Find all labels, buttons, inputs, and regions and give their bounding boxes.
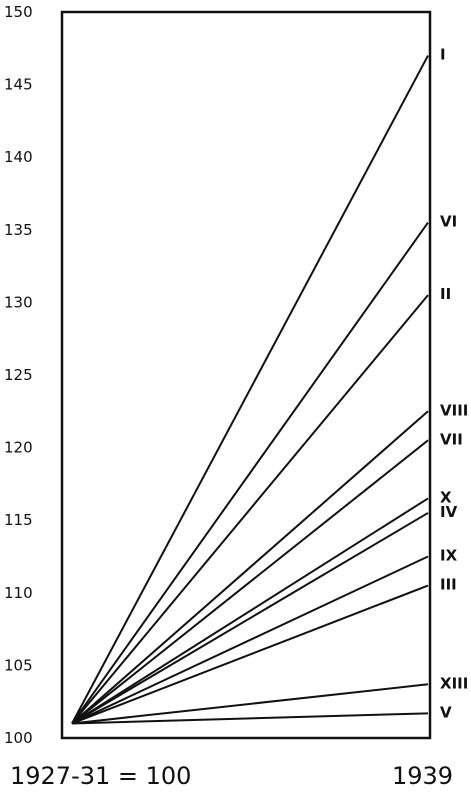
series-label-ii: II [440,285,451,303]
series-line-xiii [71,683,429,725]
y-tick-label: 110 [4,584,33,602]
y-tick-label: 115 [4,511,33,529]
series-line-ix [71,555,429,725]
series-label-viii: VIII [440,401,468,419]
series-line-viii [71,410,429,725]
series-line-iii [71,584,429,725]
y-tick-label: 140 [4,148,33,166]
series-line-ii [71,294,429,725]
series-line-vi [71,221,429,725]
series-label-v: V [440,703,452,721]
series-line-v [71,712,429,725]
x-tick-label-start: 1927-31 = 100 [10,762,191,790]
series-label-vii: VII [440,430,463,448]
y-axis-ticks: 100 105 110 115 120 125 130 135 140 145 150 [4,3,33,747]
y-tick-label: 130 [4,293,33,311]
series-label-x: X [440,488,452,506]
plot-frame [60,10,432,740]
y-tick-label: 145 [4,76,33,94]
series-line-i [71,55,429,724]
series-label-iv: IV [440,503,458,521]
y-tick-label: 125 [4,366,33,384]
series-lines [71,55,429,725]
series-line-iv [71,512,429,725]
series-label-xiii: XIII [440,674,468,692]
series-label-vi: VI [440,213,457,231]
series-label-i: I [440,46,446,64]
y-tick-label: 105 [4,656,33,674]
y-tick-label: 120 [4,439,33,457]
series-line-x [71,497,429,725]
y-tick-label: 135 [4,221,33,239]
series-label-iii: III [440,576,457,594]
x-tick-label-end: 1939 [392,762,453,790]
y-tick-label: 100 [4,729,33,747]
series-label-ix: IX [440,547,458,565]
series-line-vii [71,439,429,725]
y-tick-label: 150 [4,3,33,21]
